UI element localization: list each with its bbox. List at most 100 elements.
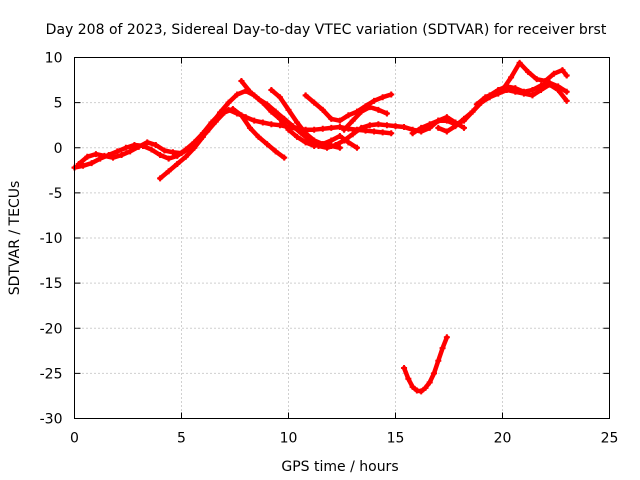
y-tick-label: 5 (54, 96, 63, 112)
data-point (443, 128, 450, 135)
y-tick-label: -20 (40, 321, 63, 337)
chart-title: Day 208 of 2023, Sidereal Day-to-day VTE… (46, 22, 607, 38)
data-point (178, 150, 185, 157)
x-tick-label: 5 (177, 431, 186, 447)
y-tick-label: -10 (40, 231, 63, 247)
data-point (366, 104, 373, 111)
data-point (559, 67, 566, 74)
data-point (238, 112, 245, 119)
data-point (92, 151, 99, 158)
data-point (439, 345, 446, 352)
data-point (328, 115, 335, 122)
x-tick-label: 20 (494, 431, 512, 447)
data-point (84, 153, 91, 160)
data-point (435, 124, 442, 131)
data-point (268, 121, 275, 128)
data-point (490, 90, 497, 97)
data-point (401, 364, 408, 371)
data-point (529, 92, 536, 99)
data-point (563, 88, 570, 95)
data-point (302, 139, 309, 146)
data-point (563, 72, 570, 79)
data-point (418, 124, 425, 131)
data-series (71, 59, 570, 395)
data-point (302, 92, 309, 99)
data-point (345, 139, 352, 146)
data-point (268, 86, 275, 93)
data-point (165, 168, 172, 175)
data-point (388, 130, 395, 137)
grid (74, 57, 610, 419)
data-point (127, 148, 134, 155)
y-tick-label: 10 (45, 51, 63, 67)
data-point (443, 117, 450, 124)
data-point (229, 105, 236, 112)
data-point (341, 126, 348, 133)
data-point (110, 154, 117, 161)
data-point (165, 155, 172, 162)
data-point (191, 144, 198, 151)
data-point (366, 122, 373, 129)
data-point (375, 106, 382, 113)
data-point (101, 152, 108, 159)
data-point (349, 117, 356, 124)
data-point (358, 108, 365, 115)
data-point (285, 126, 292, 133)
data-point (88, 160, 95, 167)
data-point (199, 133, 206, 140)
data-point (281, 115, 288, 122)
data-point (264, 101, 271, 108)
data-point (443, 334, 450, 341)
data-point (371, 128, 378, 135)
data-point (371, 97, 378, 104)
data-point (525, 68, 532, 75)
data-point (285, 106, 292, 113)
data-point (383, 122, 390, 129)
data-point (75, 160, 82, 167)
data-point (161, 147, 168, 154)
data-point (405, 375, 412, 382)
series-line-track-11 (401, 335, 450, 394)
data-point (409, 383, 416, 390)
x-tick-label: 25 (601, 431, 619, 447)
data-point (349, 131, 356, 138)
data-point (148, 146, 155, 153)
data-point (289, 123, 296, 130)
data-point (563, 97, 570, 104)
data-point (435, 357, 442, 364)
data-point (311, 126, 318, 133)
data-point (328, 124, 335, 131)
data-point (114, 148, 121, 155)
y-tick-label: -15 (40, 276, 63, 292)
data-point (422, 384, 429, 391)
data-point (520, 90, 527, 97)
data-point (529, 86, 536, 93)
data-point (336, 123, 343, 130)
data-point (499, 86, 506, 93)
data-point (122, 144, 129, 151)
data-point (452, 123, 459, 130)
data-point (182, 153, 189, 160)
x-axis-label: GPS time / hours (281, 459, 398, 475)
data-point (546, 81, 553, 88)
data-point (418, 388, 425, 395)
y-axis-label: SDTVAR / TECUs (7, 181, 23, 296)
data-point (234, 91, 241, 98)
data-point (246, 88, 253, 95)
data-point (255, 96, 262, 103)
data-point (341, 137, 348, 144)
data-point (379, 94, 386, 101)
data-point (388, 91, 395, 98)
data-point (353, 144, 360, 151)
data-point (276, 94, 283, 101)
data-point (246, 124, 253, 131)
data-point (426, 379, 433, 386)
y-tick-label: 0 (54, 141, 63, 157)
data-point (319, 125, 326, 132)
axis-ticks: 0 5 10 15 20 25 10 5 0 -5 -10 -15 -20 -25 -30 (40, 51, 619, 447)
data-point (379, 129, 386, 136)
data-point (533, 76, 540, 83)
data-point (336, 133, 343, 140)
data-point (460, 124, 467, 131)
data-point (294, 119, 301, 126)
